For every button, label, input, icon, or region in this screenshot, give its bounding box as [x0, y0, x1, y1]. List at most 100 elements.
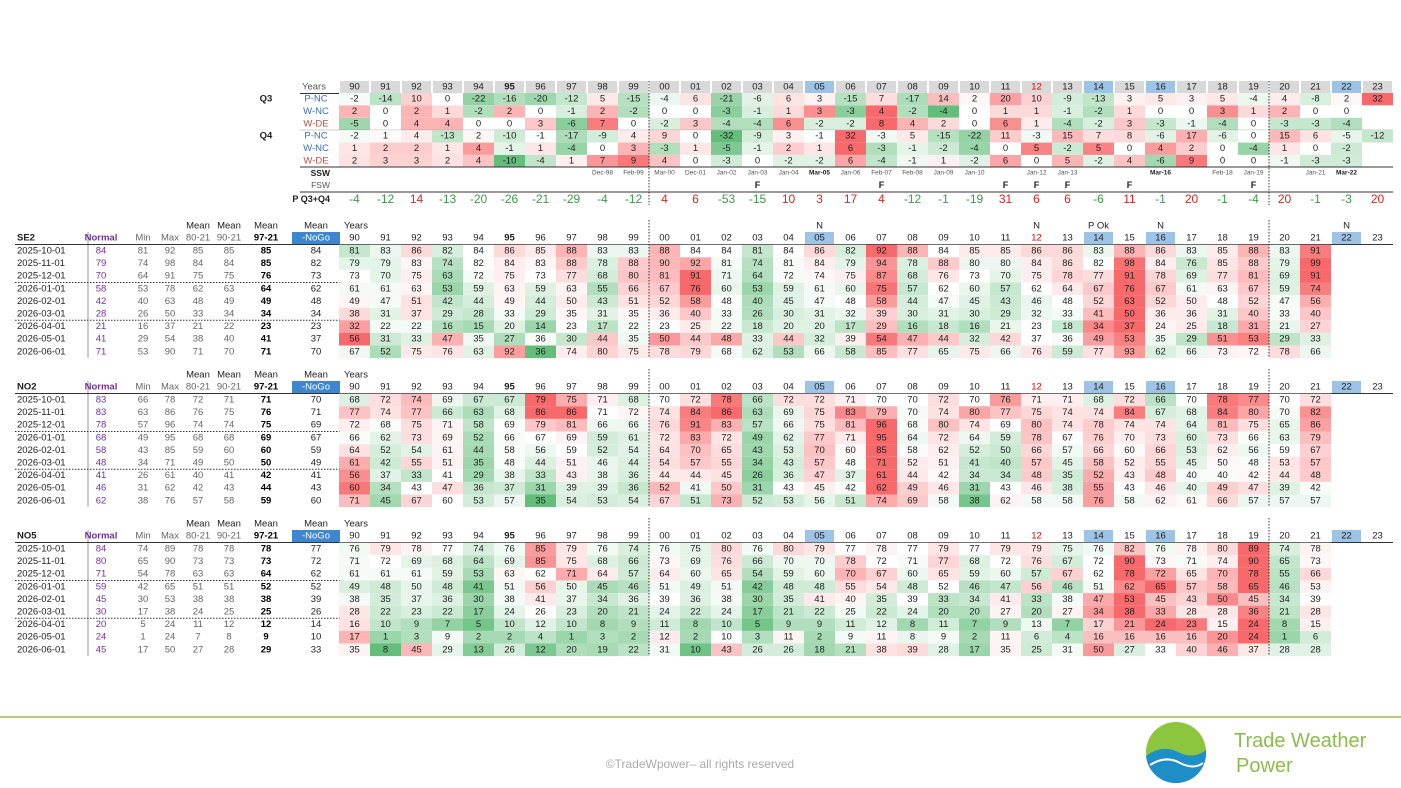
cell-value: 72	[628, 407, 639, 418]
cell-value: 23	[566, 321, 577, 332]
heat-cell	[401, 295, 432, 308]
cell-value: 45	[380, 495, 391, 506]
heat-cell	[773, 444, 804, 457]
heat-cell	[556, 431, 587, 445]
cell-value: 79	[535, 395, 546, 406]
heat-cell	[680, 130, 711, 143]
heat-cell	[711, 155, 742, 168]
heat-cell	[556, 130, 587, 143]
cell-value: 64	[659, 445, 670, 456]
cell-value: 59	[473, 283, 484, 294]
year-header-cell	[1177, 81, 1206, 93]
heat-cell	[1145, 257, 1176, 270]
cell-value: 78	[1062, 271, 1073, 282]
stat-value: 29	[138, 334, 149, 345]
cell-value: 4	[476, 143, 481, 154]
cell-value: 64	[907, 432, 918, 443]
heat-cell	[1207, 332, 1238, 346]
heat-cell	[649, 418, 680, 432]
cell-value: 1	[817, 143, 822, 154]
cell-value: 6	[693, 94, 698, 105]
cell-value: 72	[1000, 556, 1011, 567]
heat-cell	[339, 418, 370, 432]
heat-cell	[587, 456, 618, 470]
cell-value: 38	[1124, 607, 1135, 618]
heat-cell	[1021, 142, 1052, 155]
cell-value: 76	[1093, 495, 1104, 506]
cell-value: 80	[1217, 544, 1228, 555]
heat-cell	[1300, 444, 1331, 457]
heat-cell	[866, 320, 897, 333]
heat-cell	[1052, 418, 1083, 432]
cell-value: 1	[941, 156, 946, 167]
heat-cell	[928, 643, 959, 657]
cell-value: 3	[1127, 118, 1132, 129]
heat-cell	[587, 130, 618, 143]
heat-cell	[711, 643, 742, 657]
stat-value: 71	[261, 346, 272, 357]
cell-value: 76	[690, 283, 701, 294]
cell-value: 78	[845, 556, 856, 567]
heat-cell	[959, 444, 990, 457]
cell-value: 78	[1310, 544, 1321, 555]
cell-value: 50	[1093, 644, 1104, 655]
heat-cell	[1114, 580, 1145, 594]
heat-cell	[835, 456, 866, 470]
cell-value: -4	[1249, 143, 1257, 154]
cell-value: 2	[972, 94, 977, 105]
heat-cell	[1176, 481, 1207, 495]
year-header: 90	[349, 382, 360, 393]
cell-value: 0	[445, 94, 450, 105]
cell-value: 51	[628, 296, 639, 307]
cell-value: 88	[1124, 246, 1135, 257]
heat-cell	[711, 555, 742, 568]
cell-value: 75	[814, 407, 825, 418]
stat-value: 41	[96, 470, 107, 481]
heat-cell	[1021, 269, 1052, 283]
heat-cell	[587, 269, 618, 283]
cell-value: 71	[349, 495, 360, 506]
cell-value: 81	[783, 258, 794, 269]
cell-value: 39	[597, 483, 608, 494]
year-header: 22	[1341, 82, 1352, 93]
heat-cell	[494, 105, 525, 118]
heat-cell	[1331, 105, 1362, 118]
heat-cell	[680, 618, 711, 631]
heat-cell	[959, 456, 990, 470]
heat-cell	[928, 345, 959, 359]
heat-cell	[835, 332, 866, 346]
heat-cell	[773, 643, 804, 657]
cell-value: 10	[721, 632, 732, 643]
heat-cell	[742, 593, 773, 606]
cell-value: 70	[814, 445, 825, 456]
heat-cell	[649, 295, 680, 308]
cell-value: 70	[783, 556, 794, 567]
heat-cell	[835, 130, 866, 143]
heat-cell	[1238, 469, 1269, 482]
heat-cell	[525, 282, 556, 296]
heat-cell	[1176, 567, 1207, 581]
cell-value: 74	[411, 395, 422, 406]
stat-value: 34	[261, 309, 272, 320]
heat-cell	[680, 555, 711, 568]
heat-cell	[1052, 555, 1083, 568]
cell-value: 41	[442, 470, 453, 481]
heat-cell	[1114, 418, 1145, 432]
stat-value: 68	[193, 432, 204, 443]
cell-value: 34	[1093, 607, 1104, 618]
year-header-cell	[1146, 232, 1175, 244]
stat-value: 34	[311, 309, 322, 320]
stat-value: 42	[261, 470, 272, 481]
heat-cell	[556, 481, 587, 495]
cell-value: 85	[535, 544, 546, 555]
cell-value: 90	[1124, 556, 1135, 567]
cell-value: 0	[693, 106, 698, 117]
heat-cell	[525, 155, 556, 168]
heat-cell	[897, 481, 928, 495]
cell-value: 44	[473, 296, 484, 307]
cell-value: 62	[1031, 283, 1042, 294]
heat-cell	[1145, 469, 1176, 482]
heat-cell	[1083, 605, 1114, 619]
cell-value: 45	[1155, 594, 1166, 605]
cell-value: 63	[1217, 283, 1228, 294]
